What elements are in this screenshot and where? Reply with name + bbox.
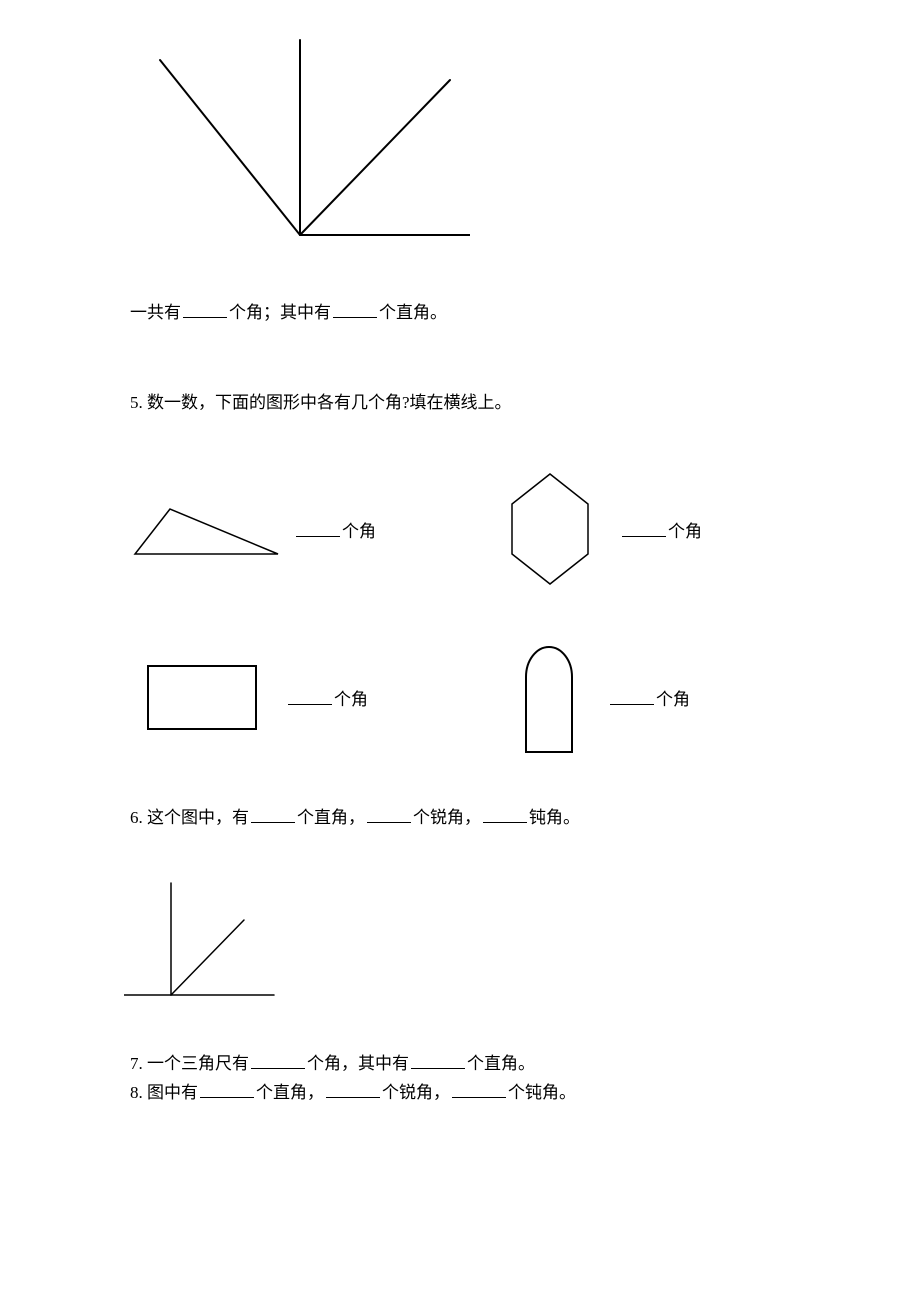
q6-blank-2[interactable] [367,805,411,823]
q5-label-4: 个角 [656,685,690,710]
rectangle-shape [142,660,262,735]
triangle-shape [130,499,280,559]
q5-figure-arched [514,637,584,757]
q7-text-a: 7. 一个三角尺有 [130,1054,249,1073]
q4-text-after: 个直角。 [379,303,447,322]
q6-text-line: 6. 这个图中，有 个直角， 个锐角， 钝角。 [130,805,790,831]
rays-diagram-small [116,875,286,1005]
q6-text-b: 个直角， [297,808,365,827]
q7-blank-2[interactable] [411,1051,465,1069]
q5-blank-3[interactable] [288,687,332,705]
q6-text-c: 个锐角， [413,808,481,827]
q6-figure [116,875,790,1005]
q5-label-2: 个角 [668,517,702,542]
q5-blank-4[interactable] [610,687,654,705]
q7-text-b: 个角，其中有 [307,1054,409,1073]
q4-blank-1[interactable] [183,300,227,318]
q6-blank-3[interactable] [483,805,527,823]
q4-figure [130,30,790,260]
q7-blank-1[interactable] [251,1051,305,1069]
q5-blank-2[interactable] [622,519,666,537]
rays-diagram [130,30,470,260]
hexagon-shape [500,469,600,589]
q4-blank-2[interactable] [333,300,377,318]
q6-text-a: 6. 这个图中，有 [130,808,249,827]
q8-blank-3[interactable] [452,1080,506,1098]
arched-rect-shape [514,637,584,757]
q8-text-b: 个直角， [256,1083,324,1102]
q4-text-before: 一共有 [130,303,181,322]
q5-label-3: 个角 [334,685,368,710]
q5-figure-triangle [130,499,280,559]
q7-text-c: 个直角。 [467,1054,535,1073]
q5-figure-hexagon [500,469,600,589]
q5-blank-1[interactable] [296,519,340,537]
q5-prompt: 5. 数一数，下面的图形中各有几个角?填在横线上。 [130,390,790,416]
q4-text-line: 一共有 个角；其中有 个直角。 [130,300,790,326]
q8-text-line: 8. 图中有 个直角， 个锐角， 个钝角。 [130,1080,790,1106]
q8-text-d: 个钝角。 [508,1083,576,1102]
q7-text-line: 7. 一个三角尺有 个角，其中有 个直角。 [130,1051,790,1077]
q8-text-c: 个锐角， [382,1083,450,1102]
q6-text-d: 钝角。 [529,808,580,827]
q5-figure-rectangle [142,660,262,735]
q6-blank-1[interactable] [251,805,295,823]
q5-label-1: 个角 [342,517,376,542]
q8-blank-2[interactable] [326,1080,380,1098]
q8-text-a: 8. 图中有 [130,1083,198,1102]
q4-text-mid: 个角；其中有 [229,303,331,322]
q8-blank-1[interactable] [200,1080,254,1098]
